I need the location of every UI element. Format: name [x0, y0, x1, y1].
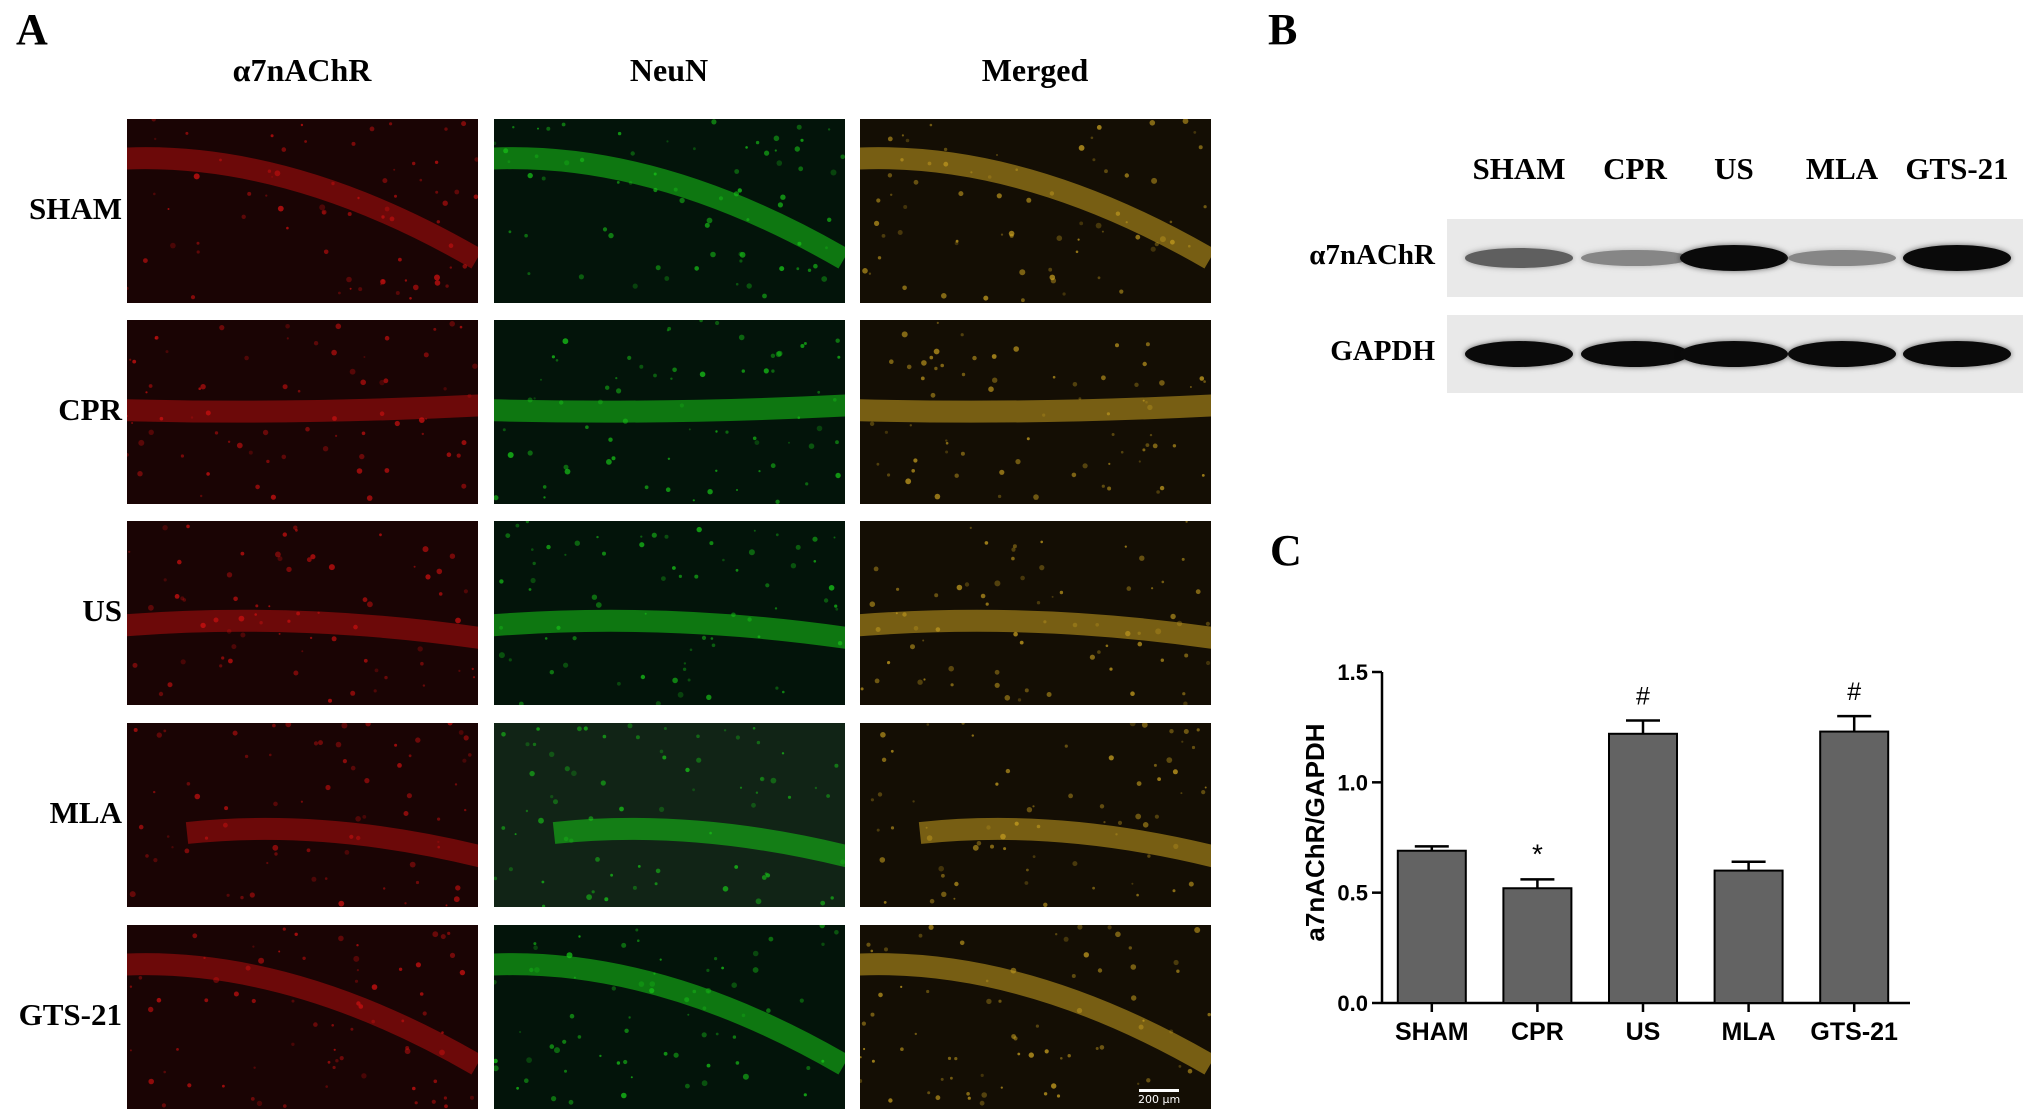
- image-mla-neun: [494, 723, 845, 907]
- significance-mark: *: [1532, 838, 1543, 869]
- bar-us: [1608, 732, 1678, 1005]
- column-title-2: Merged: [981, 52, 1089, 88]
- band: [1581, 341, 1689, 367]
- blot-label-gapdh: GAPDH: [1330, 335, 1435, 367]
- y-tick-label: 1.5: [1337, 660, 1368, 685]
- bar-cpr: [1502, 887, 1573, 1004]
- image-us-merged: [860, 521, 1211, 705]
- bar-mla: [1713, 869, 1784, 1004]
- panel-c-letter: C: [1270, 526, 1302, 575]
- lane-label-sham: SHAM: [1472, 151, 1566, 186]
- row-label-gts-21: GTS-21: [18, 997, 122, 1032]
- band: [1465, 341, 1573, 367]
- image-gts-21-alpha7: [127, 925, 478, 1109]
- band: [1788, 249, 1896, 267]
- image-gts-21-merged: [860, 925, 1211, 1109]
- band: [1903, 341, 2011, 367]
- band: [1903, 245, 2011, 271]
- x-tick-label: GTS-21: [1810, 1018, 1898, 1046]
- panel-b-letter: B: [1268, 5, 1298, 54]
- scale-bar: 200 μm: [1138, 1089, 1180, 1106]
- x-tick-label: MLA: [1722, 1018, 1776, 1046]
- image-sham-merged: [860, 119, 1211, 303]
- bar-gts-21: [1819, 730, 1890, 1005]
- image-cpr-merged: [860, 320, 1211, 504]
- column-title-0: α7nAChR: [232, 52, 372, 88]
- x-tick-label: SHAM: [1395, 1018, 1469, 1046]
- lane-label-us: US: [1714, 151, 1754, 186]
- row-label-mla: MLA: [49, 795, 122, 830]
- row-label-cpr: CPR: [58, 392, 122, 427]
- x-tick-label: CPR: [1511, 1018, 1564, 1046]
- image-mla-merged: [860, 723, 1211, 907]
- image-cpr-alpha7: [127, 320, 478, 504]
- row-label-sham: SHAM: [29, 191, 122, 226]
- y-tick-label: 1.0: [1337, 770, 1368, 795]
- significance-mark: #: [1636, 683, 1650, 711]
- band: [1680, 341, 1788, 367]
- x-tick-label: US: [1626, 1018, 1661, 1046]
- bar-sham: [1396, 849, 1467, 1004]
- column-title-1: NeuN: [629, 52, 709, 88]
- image-us-neun: [494, 521, 845, 705]
- significance-mark: #: [1847, 678, 1861, 706]
- y-tick-label: 0.0: [1337, 991, 1368, 1016]
- image-gts-21-neun: [494, 925, 845, 1109]
- image-sham-neun: [494, 119, 845, 303]
- image-cpr-neun: [494, 320, 845, 504]
- band: [1581, 249, 1689, 267]
- row-label-us: US: [82, 593, 122, 628]
- band: [1788, 341, 1896, 367]
- lane-label-cpr: CPR: [1603, 151, 1667, 186]
- image-sham-alpha7: [127, 119, 478, 303]
- image-us-alpha7: [127, 521, 478, 705]
- panel-a-letter: A: [16, 5, 48, 54]
- bar-chart: 0.0 0.5 1.0 1.5 a7nAChR/GAPDH SHAM CPR * US # MLA G…: [1300, 660, 1910, 1046]
- y-axis-label: a7nAChR/GAPDH: [1300, 723, 1330, 941]
- lane-label-gts-21: GTS-21: [1905, 151, 2009, 186]
- band: [1680, 245, 1788, 271]
- blot-label-a7nachr: α7nAChR: [1309, 239, 1435, 271]
- band: [1465, 248, 1573, 268]
- y-tick-label: 0.5: [1337, 881, 1368, 906]
- image-mla-alpha7: [127, 723, 478, 907]
- lane-label-mla: MLA: [1805, 151, 1879, 186]
